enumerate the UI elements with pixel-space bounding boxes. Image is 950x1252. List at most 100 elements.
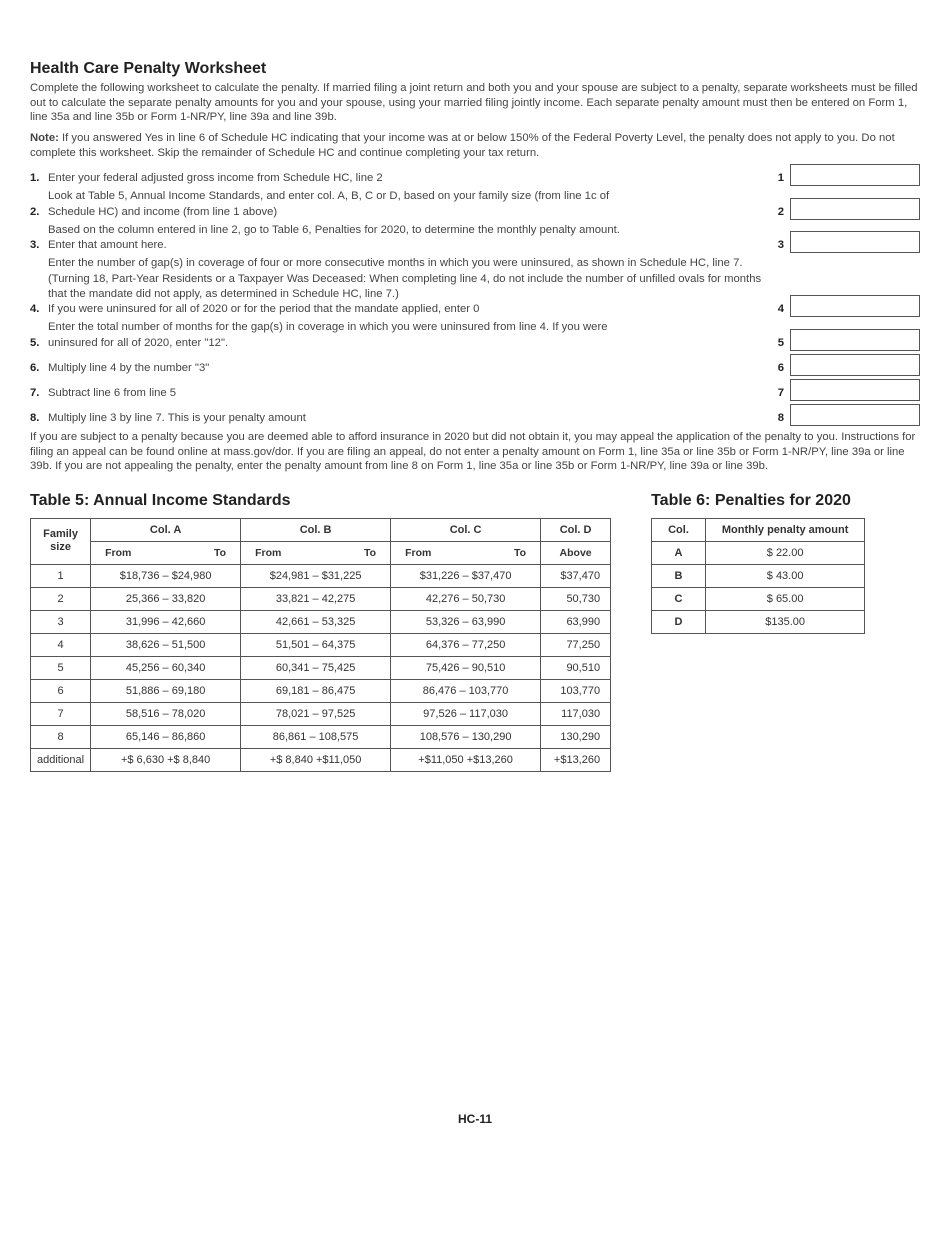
t5-above: $37,470 bbox=[541, 564, 611, 587]
table5-block: Table 5: Annual Income Standards Family … bbox=[30, 492, 611, 772]
line-number: 1. bbox=[30, 171, 48, 186]
t5-h-a: Col. A bbox=[91, 518, 241, 541]
t6-col: D bbox=[652, 610, 706, 633]
t6-col: C bbox=[652, 587, 706, 610]
t5-range: $31,226 – $37,470 bbox=[391, 564, 541, 587]
line-input-box[interactable] bbox=[790, 164, 920, 186]
t5-h-family: Family size bbox=[31, 518, 91, 564]
worksheet-line: 6.Multiply line 4 by the number "3"6 bbox=[30, 354, 920, 376]
t5-family: 2 bbox=[31, 587, 91, 610]
line-number: 7. bbox=[30, 386, 48, 401]
worksheet-line: 3.Based on the column entered in line 2,… bbox=[30, 223, 920, 254]
t5-above: 90,510 bbox=[541, 656, 611, 679]
t5-range: 31,996 – 42,660 bbox=[91, 610, 241, 633]
line-text: Enter your federal adjusted gross income… bbox=[48, 171, 770, 186]
t6-amount: $135.00 bbox=[705, 610, 865, 633]
line-input-box[interactable] bbox=[790, 404, 920, 426]
line-right-number: 3 bbox=[770, 238, 784, 253]
line-right-number: 1 bbox=[770, 171, 784, 186]
t5-range: 25,366 – 33,820 bbox=[91, 587, 241, 610]
line-text: Multiply line 3 by line 7. This is your … bbox=[48, 411, 770, 426]
line-text: Enter the number of gap(s) in coverage o… bbox=[48, 256, 770, 317]
table-row: 545,256 – 60,34060,341 – 75,42575,426 – … bbox=[31, 656, 611, 679]
line-right-number: 5 bbox=[770, 336, 784, 351]
worksheet-line: 5.Enter the total number of months for t… bbox=[30, 320, 920, 351]
t5-range: 42,661 – 53,325 bbox=[241, 610, 391, 633]
line-right-number: 6 bbox=[770, 361, 784, 376]
t5-range: +$11,050 +$13,260 bbox=[391, 748, 541, 771]
table-row: 758,516 – 78,02078,021 – 97,52597,526 – … bbox=[31, 702, 611, 725]
t5-h-d-above: Above bbox=[541, 541, 611, 564]
t5-family: 7 bbox=[31, 702, 91, 725]
line-number: 2. bbox=[30, 205, 48, 220]
worksheet-line: 8.Multiply line 3 by line 7. This is you… bbox=[30, 404, 920, 426]
line-right-number: 2 bbox=[770, 205, 784, 220]
t5-range: +$ 8,840 +$11,050 bbox=[241, 748, 391, 771]
line-right-number: 4 bbox=[770, 302, 784, 317]
line-input-box[interactable] bbox=[790, 295, 920, 317]
t5-range: 51,886 – 69,180 bbox=[91, 679, 241, 702]
worksheet-line: 4.Enter the number of gap(s) in coverage… bbox=[30, 256, 920, 317]
table5: Family size Col. A Col. B Col. C Col. D … bbox=[30, 518, 611, 772]
t5-range: 108,576 – 130,290 bbox=[391, 725, 541, 748]
t5-range: 75,426 – 90,510 bbox=[391, 656, 541, 679]
t5-family: 3 bbox=[31, 610, 91, 633]
t5-range: 38,626 – 51,500 bbox=[91, 633, 241, 656]
t5-above: +$13,260 bbox=[541, 748, 611, 771]
line-number: 6. bbox=[30, 361, 48, 376]
line-number: 8. bbox=[30, 411, 48, 426]
t5-above: 77,250 bbox=[541, 633, 611, 656]
t6-col: A bbox=[652, 541, 706, 564]
table-row: additional+$ 6,630 +$ 8,840+$ 8,840 +$11… bbox=[31, 748, 611, 771]
line-input-box[interactable] bbox=[790, 354, 920, 376]
table6: Col. Monthly penalty amount A$ 22.00B$ 4… bbox=[651, 518, 865, 634]
line-right-number: 7 bbox=[770, 386, 784, 401]
table-row: 1$18,736 – $24,980$24,981 – $31,225$31,2… bbox=[31, 564, 611, 587]
t5-range: 86,861 – 108,575 bbox=[241, 725, 391, 748]
table-row: A$ 22.00 bbox=[652, 541, 865, 564]
t5-range: 45,256 – 60,340 bbox=[91, 656, 241, 679]
line-number: 4. bbox=[30, 302, 48, 317]
worksheet-lines: 1.Enter your federal adjusted gross inco… bbox=[30, 164, 920, 426]
note-body: If you answered Yes in line 6 of Schedul… bbox=[30, 132, 895, 159]
page-title: Health Care Penalty Worksheet bbox=[30, 60, 920, 78]
t5-above: 130,290 bbox=[541, 725, 611, 748]
t6-h-amt: Monthly penalty amount bbox=[705, 518, 865, 541]
t5-family: 8 bbox=[31, 725, 91, 748]
t5-range: +$ 6,630 +$ 8,840 bbox=[91, 748, 241, 771]
line-number: 3. bbox=[30, 238, 48, 253]
worksheet-line: 1.Enter your federal adjusted gross inco… bbox=[30, 164, 920, 186]
t6-amount: $ 22.00 bbox=[705, 541, 865, 564]
line-input-box[interactable] bbox=[790, 231, 920, 253]
t5-range: 78,021 – 97,525 bbox=[241, 702, 391, 725]
line-text: Subtract line 6 from line 5 bbox=[48, 386, 770, 401]
t5-range: $18,736 – $24,980 bbox=[91, 564, 241, 587]
line-input-box[interactable] bbox=[790, 329, 920, 351]
t5-family: additional bbox=[31, 748, 91, 771]
t5-family: 6 bbox=[31, 679, 91, 702]
t5-h-b: Col. B bbox=[241, 518, 391, 541]
t5-range: 86,476 – 103,770 bbox=[391, 679, 541, 702]
t5-range: 58,516 – 78,020 bbox=[91, 702, 241, 725]
t5-above: 63,990 bbox=[541, 610, 611, 633]
table-row: D$135.00 bbox=[652, 610, 865, 633]
t6-amount: $ 43.00 bbox=[705, 564, 865, 587]
t5-h-a-ft: FromTo bbox=[91, 541, 241, 564]
t5-h-d: Col. D bbox=[541, 518, 611, 541]
t5-range: 60,341 – 75,425 bbox=[241, 656, 391, 679]
table5-title: Table 5: Annual Income Standards bbox=[30, 492, 611, 510]
t5-range: 69,181 – 86,475 bbox=[241, 679, 391, 702]
worksheet-line: 2.Look at Table 5, Annual Income Standar… bbox=[30, 189, 920, 220]
t5-range: 97,526 – 117,030 bbox=[391, 702, 541, 725]
t5-range: 33,821 – 42,275 bbox=[241, 587, 391, 610]
line-input-box[interactable] bbox=[790, 198, 920, 220]
line-text: Based on the column entered in line 2, g… bbox=[48, 223, 770, 254]
page-footer: HC-11 bbox=[30, 1112, 920, 1126]
table-row: 438,626 – 51,50051,501 – 64,37564,376 – … bbox=[31, 633, 611, 656]
closing-text: If you are subject to a penalty because … bbox=[30, 430, 920, 474]
line-input-box[interactable] bbox=[790, 379, 920, 401]
worksheet-line: 7.Subtract line 6 from line 57 bbox=[30, 379, 920, 401]
table-row: 651,886 – 69,18069,181 – 86,47586,476 – … bbox=[31, 679, 611, 702]
t5-family: 1 bbox=[31, 564, 91, 587]
t5-above: 117,030 bbox=[541, 702, 611, 725]
